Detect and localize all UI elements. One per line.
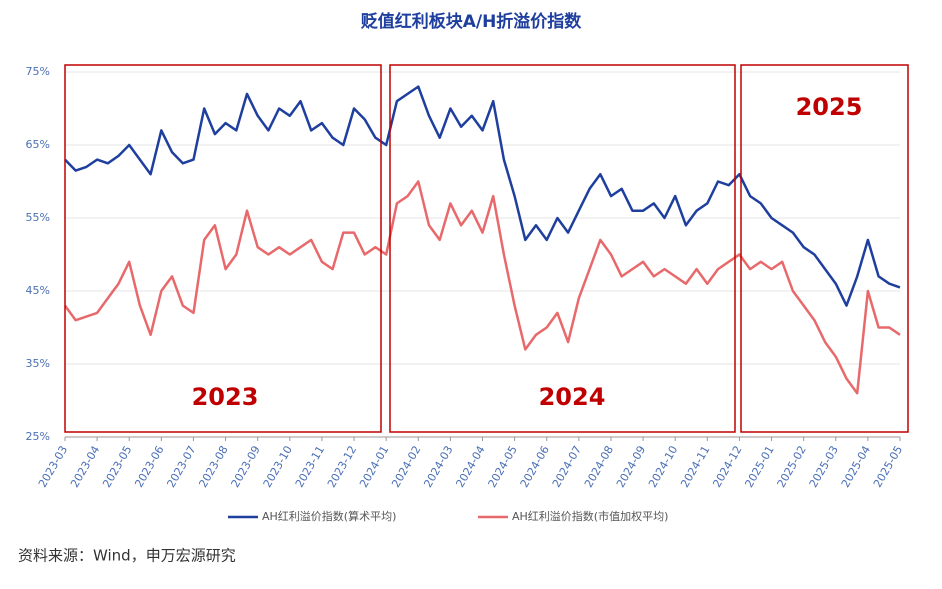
x-tick-label: 2024-01 <box>357 444 391 490</box>
legend-label: AH红利溢价指数(市值加权平均) <box>512 509 668 523</box>
y-tick-label: 55% <box>26 211 50 224</box>
x-tick-label: 2023-08 <box>197 444 231 490</box>
legend-label: AH红利溢价指数(算术平均) <box>262 509 396 523</box>
period-box <box>64 64 382 433</box>
x-tick-label: 2025-05 <box>871 444 905 490</box>
x-tick-label: 2025-01 <box>742 444 776 490</box>
period-label: 2023 <box>192 383 259 411</box>
x-tick-label: 2024-04 <box>453 444 487 490</box>
period-label: 2024 <box>539 383 606 411</box>
x-tick-label: 2024-12 <box>710 444 744 490</box>
x-tick-label: 2023-07 <box>164 444 198 490</box>
x-tick-label: 2024-06 <box>518 444 552 490</box>
line-series <box>63 180 901 395</box>
x-tick-label: 2025-03 <box>807 444 841 490</box>
x-tick-label: 2023-05 <box>100 444 134 490</box>
x-tick-label: 2023-11 <box>293 444 327 490</box>
source: 资料来源：Wind，申万宏源研究 <box>18 547 236 565</box>
x-tick-label: 2024-07 <box>550 444 584 490</box>
y-tick-label: 35% <box>26 357 50 370</box>
x-tick-label: 2024-11 <box>678 444 712 490</box>
x-tick-label: 2025-04 <box>839 444 873 490</box>
x-tick-label: 2024-09 <box>614 444 648 490</box>
period-box <box>740 64 909 433</box>
x-tick-label: 2023-10 <box>261 444 295 490</box>
period-box <box>389 64 736 433</box>
x-tick-label: 2024-02 <box>389 444 423 490</box>
period-label: 2025 <box>796 93 863 121</box>
x-tick-label: 2024-05 <box>486 444 520 490</box>
x-tick-label: 2025-02 <box>775 444 809 490</box>
x-tick-label: 2023-09 <box>229 444 263 490</box>
y-tick-label: 75% <box>26 65 50 78</box>
chart-title: 贬值红利板块A/H折溢价指数 <box>361 11 583 32</box>
x-tick-label: 2024-10 <box>646 444 680 490</box>
x-tick-label: 2023-06 <box>132 444 166 490</box>
y-tick-label: 45% <box>26 284 50 297</box>
x-tick-label: 2023-12 <box>325 444 359 490</box>
y-tick-label: 65% <box>26 138 50 151</box>
y-tick-label: 25% <box>26 430 50 443</box>
line-series <box>64 85 901 307</box>
x-tick-label: 2023-04 <box>68 444 102 490</box>
x-tick-label: 2024-03 <box>421 444 455 490</box>
x-tick-label: 2023-03 <box>36 444 70 490</box>
x-tick-label: 2024-08 <box>582 444 616 490</box>
